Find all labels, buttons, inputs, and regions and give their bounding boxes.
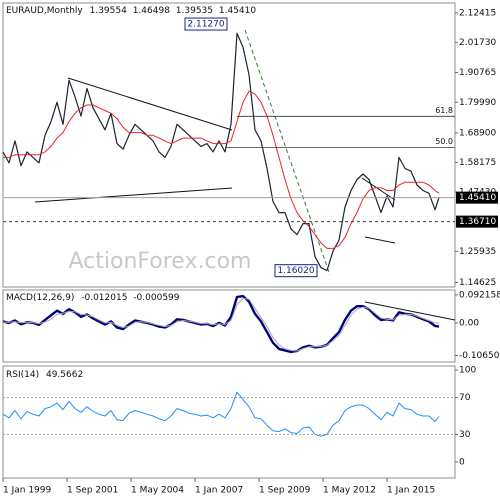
extreme-label: 2.11270 [187,20,224,30]
y-tick-label: -0.106503 [459,351,500,361]
y-tick-label: 70 [459,393,471,403]
macd-trendline [364,301,456,321]
y-tick-label: 1.90765 [459,68,496,78]
x-tick-label: 1 Jan 1999 [3,486,51,496]
trendline [361,177,396,201]
y-tick-label: 30 [459,430,471,440]
trendline [34,187,233,203]
quote-open: 1.39554 [90,6,127,16]
y-tick-label: 0.092158 [459,290,500,300]
macd-panel-frame [2,289,456,363]
extreme-box [274,264,318,278]
y-tick-label: 1.68900 [459,128,496,138]
extreme-box [184,17,228,31]
y-tick-label: 2.01730 [459,38,496,48]
y-tick-label: 0 [459,458,465,468]
macd-header: MACD(12,26,9) -0.012015 -0.000599 [6,293,180,303]
y-tick-label: 100 [459,366,476,376]
x-tick-label: 1 Sep 2001 [67,486,118,496]
rsi-title: RSI(14) [6,370,39,380]
y-tick-label: 1.14625 [459,278,496,288]
quote-high: 1.46498 [133,6,170,16]
y-tick-label: 1.79990 [459,98,496,108]
price-box [456,215,498,228]
main-panel-frame [2,2,456,288]
extreme-label: 1.16020 [277,266,314,276]
x-tick-label: 1 May 2004 [131,486,184,496]
y-tick-label: 0.00 [459,318,479,328]
trendline [364,236,396,244]
quote-close: 1.45410 [219,6,256,16]
rsi-header: RSI(14) 49.5662 [6,370,83,380]
fib-label: 61.8 [435,106,453,115]
x-tick-label: 1 Sep 2009 [259,486,311,496]
price-box-label: 1.36710 [459,217,496,227]
series-line [3,90,440,249]
header: EURAUD,Monthly 1.39554 1.46498 1.39535 1… [6,6,256,16]
trendline [67,77,233,131]
symbol-title: EURAUD,Monthly [6,6,83,16]
macd-title: MACD(12,26,9) [6,293,74,303]
y-tick-label: 1.25935 [459,247,496,257]
series-line [2,298,440,352]
y-tick-label: 1.58175 [459,158,496,168]
x-tick-label: 1 Jan 2015 [387,486,435,496]
price-box [456,191,498,204]
watermark: ActionForex.com [69,249,252,274]
x-tick-label: 1 May 2012 [323,486,376,496]
trendline [244,29,331,276]
rsi-readout: 49.5662 [46,370,83,380]
series-line [2,391,440,437]
macd-readout: -0.012015 [81,293,127,303]
series-line [2,32,440,272]
rsi-panel-frame [2,365,456,479]
price-box-label: 1.45410 [459,193,496,203]
macd-readout: -0.000599 [133,293,179,303]
y-tick-label: 2.12415 [459,8,496,18]
fib-label: 50.0 [435,137,453,146]
x-tick-label: 1 Jan 2007 [195,486,243,496]
quote-low: 1.39535 [176,6,213,16]
